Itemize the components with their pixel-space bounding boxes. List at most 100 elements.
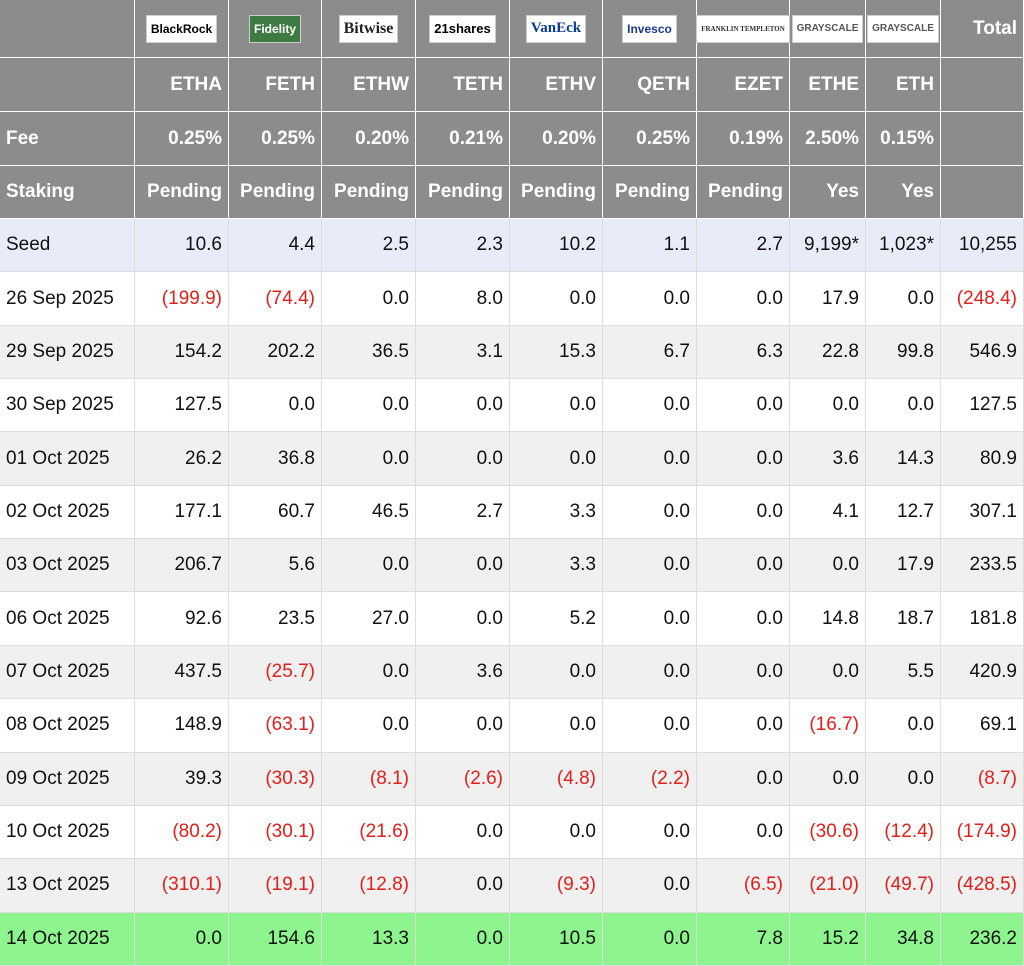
flow-value: 0.0 bbox=[510, 272, 603, 326]
issuer-logo: BlackRock bbox=[145, 14, 218, 43]
flow-value: (21.6) bbox=[322, 805, 416, 860]
row-label: 10 Oct 2025 bbox=[0, 805, 135, 860]
flow-value: (9.3) bbox=[510, 859, 603, 913]
fee-value: 0.20% bbox=[510, 112, 603, 166]
ticker: ETHW bbox=[322, 58, 416, 112]
flow-value: 437.5 bbox=[135, 645, 229, 700]
ticker: EZET bbox=[697, 58, 790, 112]
fee-value: 0.15% bbox=[866, 112, 941, 166]
flow-value: 0.0 bbox=[697, 752, 790, 806]
flow-value: 0.0 bbox=[790, 379, 866, 433]
flow-value: 0.0 bbox=[866, 272, 941, 326]
flow-value: (19.1) bbox=[229, 859, 322, 913]
flow-value: 0.0 bbox=[603, 912, 697, 966]
flow-value: (2.6) bbox=[416, 752, 510, 806]
flow-value: 0.0 bbox=[135, 912, 229, 966]
flow-value: 4.4 bbox=[229, 219, 322, 273]
flow-value: (8.1) bbox=[322, 752, 416, 806]
staking-value: Pending bbox=[135, 166, 229, 219]
flow-value: 0.0 bbox=[416, 805, 510, 860]
flow-value: 69.1 bbox=[941, 699, 1024, 753]
staking-value: Yes bbox=[790, 166, 866, 219]
flow-value: 99.8 bbox=[866, 325, 941, 380]
flow-value: 0.0 bbox=[603, 539, 697, 593]
row-label: 03 Oct 2025 bbox=[0, 539, 135, 593]
flow-value: 127.5 bbox=[941, 379, 1024, 433]
flow-value: (2.2) bbox=[603, 752, 697, 806]
flow-value: 14.3 bbox=[866, 432, 941, 486]
flow-value: (8.7) bbox=[941, 752, 1024, 806]
row-label: 09 Oct 2025 bbox=[0, 752, 135, 806]
flow-value: 1,023* bbox=[866, 219, 941, 273]
issuer-logo: FRANKLIN TEMPLETON bbox=[696, 14, 790, 43]
flow-value: 0.0 bbox=[603, 272, 697, 326]
staking-total bbox=[941, 166, 1024, 219]
staking-value: Pending bbox=[603, 166, 697, 219]
flow-value: (30.3) bbox=[229, 752, 322, 806]
ticker: ETHA bbox=[135, 58, 229, 112]
fee-value: 0.25% bbox=[229, 112, 322, 166]
flow-value: 0.0 bbox=[322, 645, 416, 700]
flow-value: (12.4) bbox=[866, 805, 941, 860]
flow-value: 420.9 bbox=[941, 645, 1024, 700]
logo-cell: VanEck bbox=[510, 0, 603, 58]
flow-value: 22.8 bbox=[790, 325, 866, 380]
row-label: Seed bbox=[0, 219, 135, 273]
flow-value: 0.0 bbox=[416, 592, 510, 646]
flow-value: (21.0) bbox=[790, 859, 866, 913]
flow-value: 233.5 bbox=[941, 539, 1024, 593]
issuer-logo: Bitwise bbox=[338, 14, 399, 43]
flow-value: 92.6 bbox=[135, 592, 229, 646]
flow-value: 2.7 bbox=[697, 219, 790, 273]
flow-value: 36.8 bbox=[229, 432, 322, 486]
flow-value: 0.0 bbox=[510, 379, 603, 433]
flow-value: (63.1) bbox=[229, 699, 322, 753]
staking-value: Pending bbox=[510, 166, 603, 219]
flow-value: 206.7 bbox=[135, 539, 229, 593]
flow-value: (6.5) bbox=[697, 859, 790, 913]
ticker: FETH bbox=[229, 58, 322, 112]
flow-value: (80.2) bbox=[135, 805, 229, 860]
flow-value: 0.0 bbox=[416, 912, 510, 966]
flow-value: 3.6 bbox=[416, 645, 510, 700]
flow-value: (49.7) bbox=[866, 859, 941, 913]
fee-total bbox=[941, 112, 1024, 166]
flow-value: 0.0 bbox=[322, 539, 416, 593]
flow-value: (74.4) bbox=[229, 272, 322, 326]
row-label: 30 Sep 2025 bbox=[0, 379, 135, 433]
row-label: 13 Oct 2025 bbox=[0, 859, 135, 913]
flow-value: 0.0 bbox=[603, 432, 697, 486]
flow-value: 26.2 bbox=[135, 432, 229, 486]
ticker: QETH bbox=[603, 58, 697, 112]
flow-value: (25.7) bbox=[229, 645, 322, 700]
flow-value: 546.9 bbox=[941, 325, 1024, 380]
flow-value: 307.1 bbox=[941, 485, 1024, 540]
flow-value: 0.0 bbox=[790, 752, 866, 806]
flow-value: 0.0 bbox=[866, 379, 941, 433]
flow-value: 0.0 bbox=[510, 432, 603, 486]
row-label: 08 Oct 2025 bbox=[0, 699, 135, 753]
flow-value: (12.8) bbox=[322, 859, 416, 913]
flow-value: (199.9) bbox=[135, 272, 229, 326]
flow-value: 0.0 bbox=[229, 379, 322, 433]
flow-value: 0.0 bbox=[603, 379, 697, 433]
logo-cell: BlackRock bbox=[135, 0, 229, 58]
flow-value: (174.9) bbox=[941, 805, 1024, 860]
flow-value: 0.0 bbox=[416, 699, 510, 753]
flow-value: 154.6 bbox=[229, 912, 322, 966]
flow-value: 1.1 bbox=[603, 219, 697, 273]
ticker: ETH bbox=[866, 58, 941, 112]
flow-value: 0.0 bbox=[697, 485, 790, 540]
ticker-total bbox=[941, 58, 1024, 112]
flow-value: 0.0 bbox=[603, 805, 697, 860]
flow-value: 0.0 bbox=[790, 539, 866, 593]
flow-value: 0.0 bbox=[603, 645, 697, 700]
flow-value: 0.0 bbox=[790, 645, 866, 700]
flow-value: 12.7 bbox=[866, 485, 941, 540]
flow-value: 46.5 bbox=[322, 485, 416, 540]
logo-cell: GRAYSCALE bbox=[790, 0, 866, 58]
flow-value: 0.0 bbox=[866, 752, 941, 806]
flow-value: 2.5 bbox=[322, 219, 416, 273]
flow-value: (428.5) bbox=[941, 859, 1024, 913]
